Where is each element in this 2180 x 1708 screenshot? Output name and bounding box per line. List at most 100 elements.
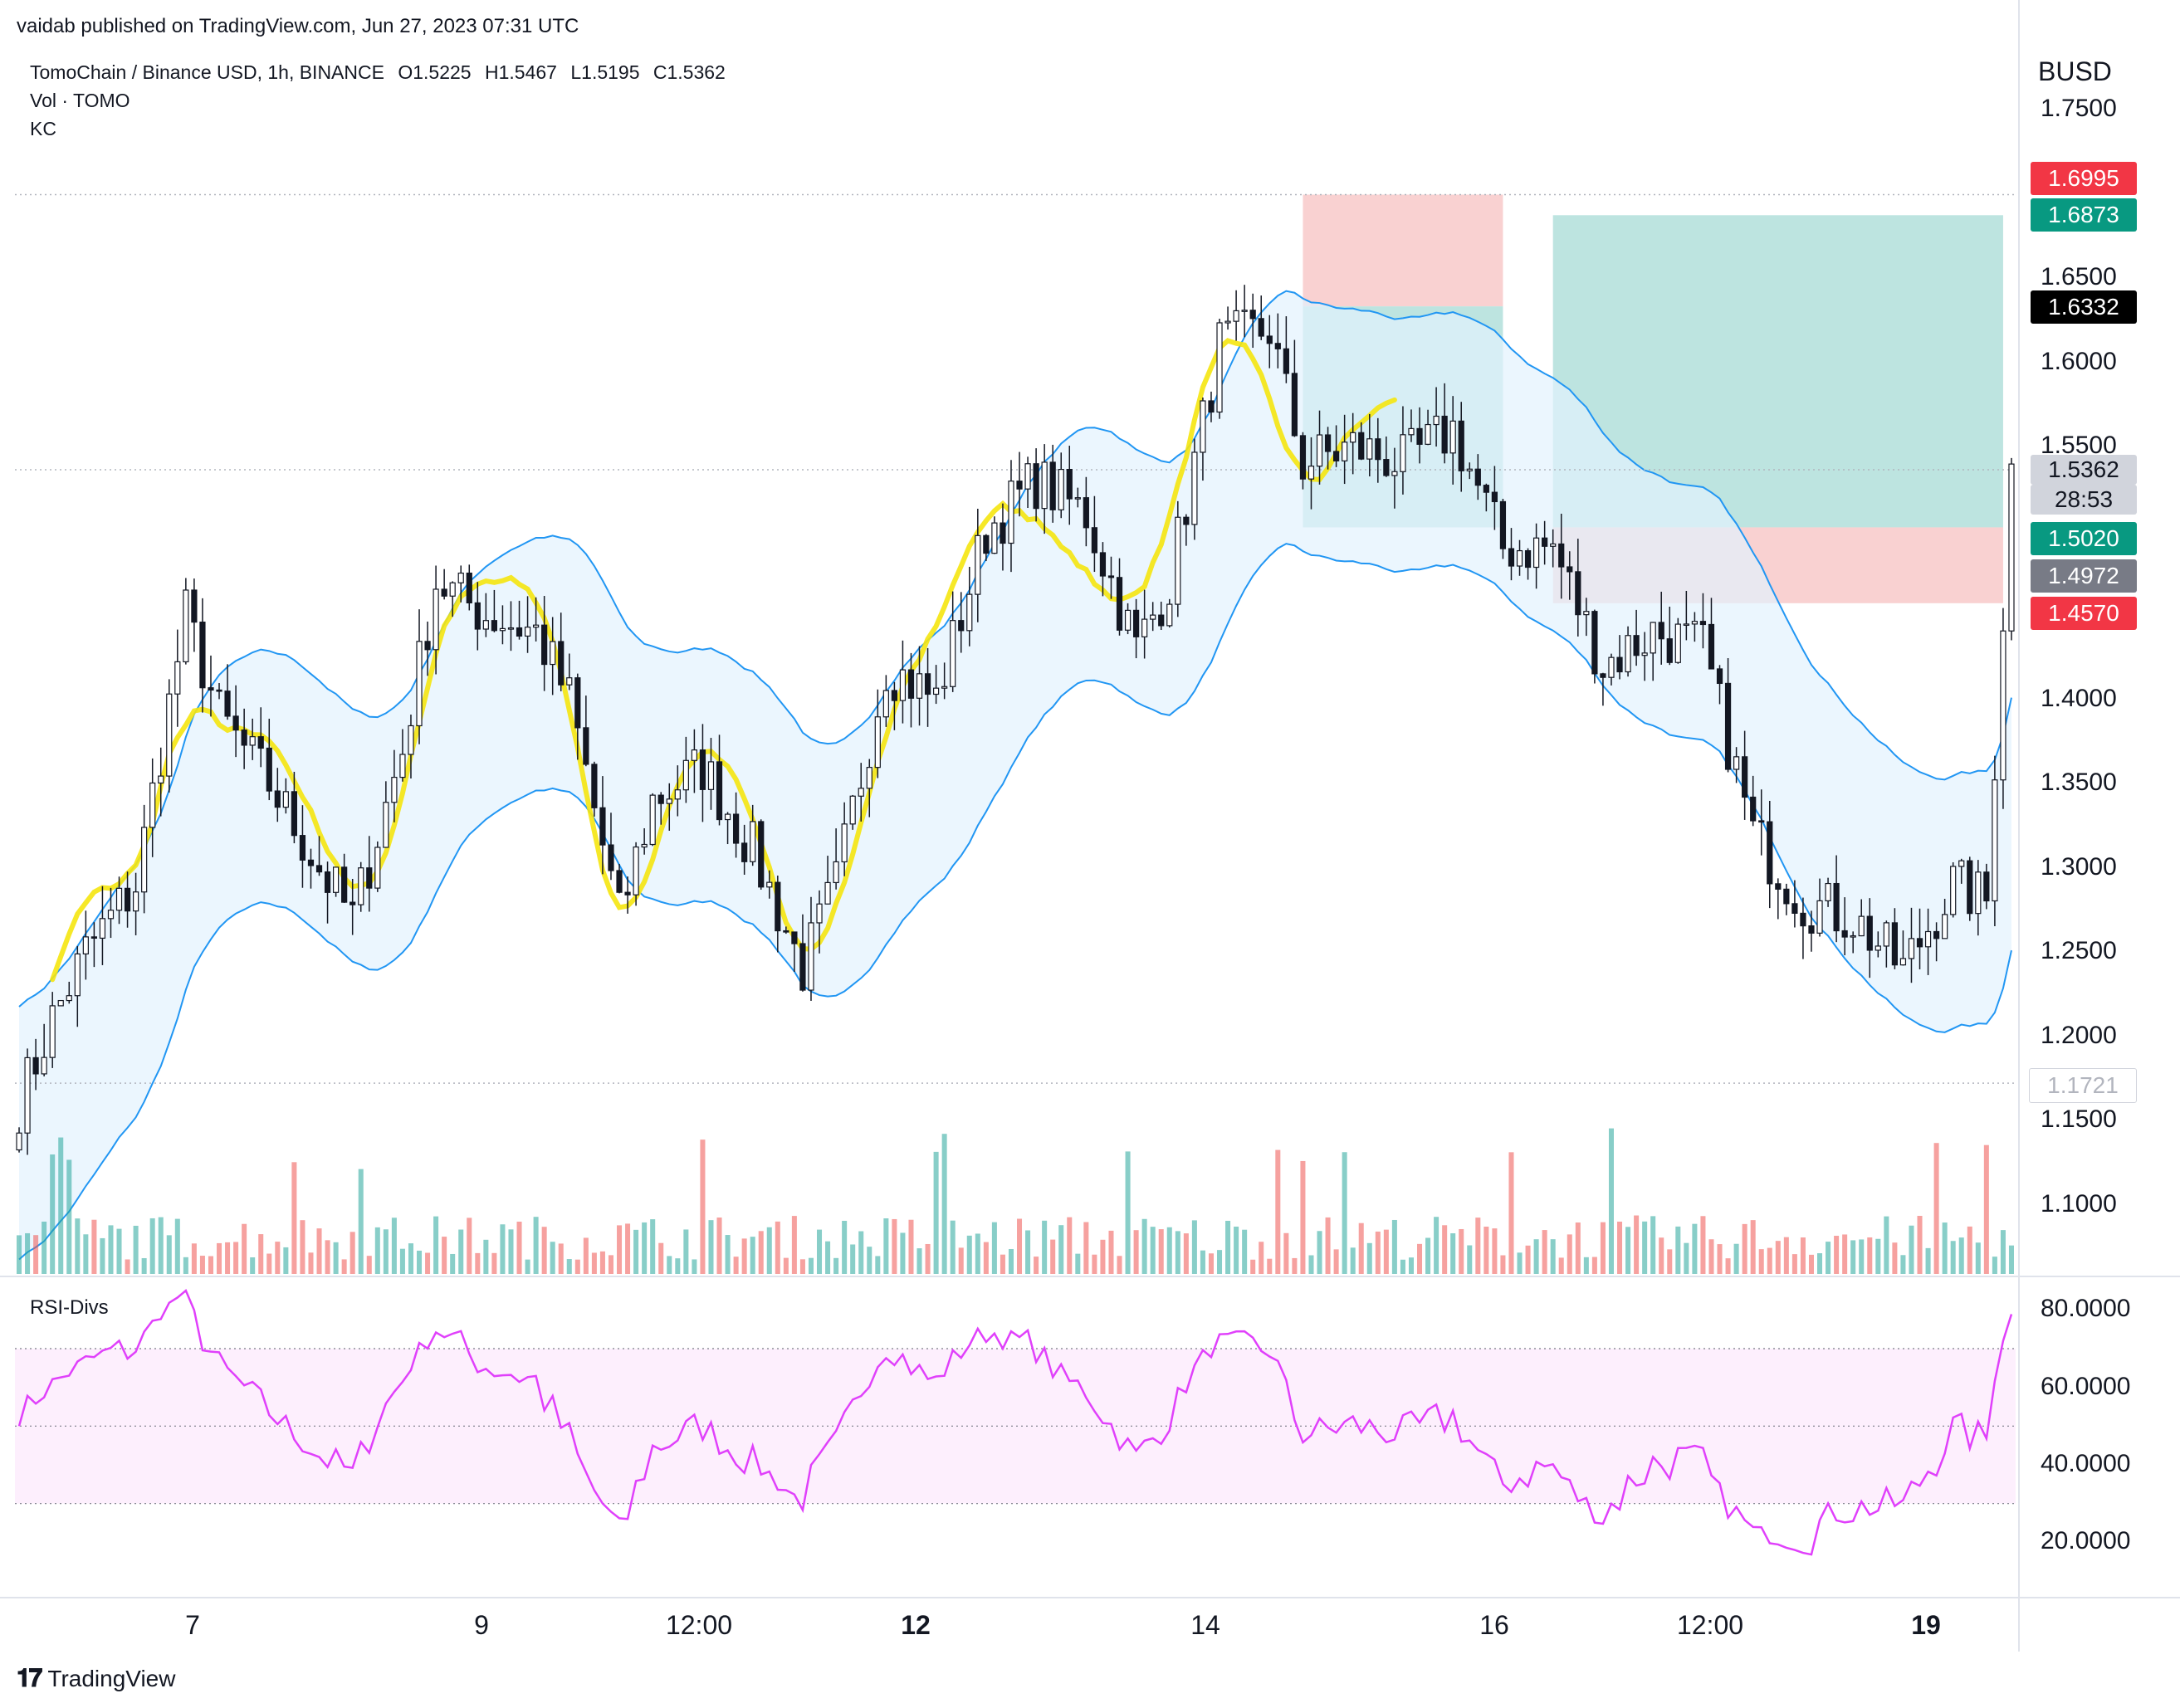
candle-body — [1000, 522, 1006, 544]
candle-body — [1666, 638, 1673, 663]
candle — [16, 1127, 22, 1153]
candle — [124, 871, 131, 928]
candle — [1400, 406, 1406, 495]
volume-bar — [1125, 1151, 1131, 1274]
volume-bar — [708, 1220, 714, 1274]
volume-bar — [1950, 1241, 1956, 1274]
candle-body — [482, 620, 489, 630]
candle-body — [224, 691, 231, 717]
volume-bar — [1267, 1258, 1273, 1274]
volume-bar — [1391, 1219, 1397, 1274]
volume-bar — [1875, 1238, 1881, 1274]
volume-bar — [1733, 1243, 1739, 1274]
candle-body — [1024, 463, 1031, 490]
volume-bar — [675, 1258, 681, 1274]
candle — [1791, 880, 1798, 928]
candle — [924, 647, 931, 727]
price-tag-marker-mid: 1.4972 — [2031, 559, 2137, 593]
candle-body — [82, 936, 89, 954]
volume-bar — [1242, 1229, 1248, 1274]
candle — [1967, 856, 1973, 921]
volume-bar — [467, 1218, 472, 1274]
candle — [1066, 446, 1073, 525]
price-axis-label: 1.6000 — [2041, 347, 2117, 375]
candle — [882, 675, 889, 727]
volume-legend[interactable]: Vol · TOMO — [30, 90, 130, 111]
footer-brand[interactable]: 𝟏𝟕 TradingView — [17, 1665, 175, 1693]
candle — [1674, 617, 1681, 664]
candle-body — [1491, 491, 1498, 503]
volume-bar — [599, 1251, 605, 1274]
candle-body — [1742, 756, 1748, 798]
candle — [1074, 487, 1081, 508]
candle-body — [1625, 635, 1631, 673]
volume-bar — [116, 1228, 122, 1274]
candle — [641, 827, 648, 855]
candle-body — [1458, 420, 1464, 471]
volume-bar — [950, 1220, 956, 1274]
volume-bar — [875, 1256, 881, 1274]
candle-body — [115, 887, 123, 911]
candle — [1241, 285, 1248, 338]
volume-bar — [1150, 1227, 1156, 1274]
volume-bar — [842, 1220, 848, 1274]
candle-body — [1658, 622, 1664, 640]
candle — [1391, 447, 1398, 509]
candle-body — [991, 522, 998, 554]
candle — [507, 601, 515, 651]
candle-body — [1516, 549, 1523, 567]
volume-bar — [817, 1229, 823, 1274]
candle-body — [641, 843, 648, 848]
candle-body — [1508, 548, 1515, 567]
candle-body — [1308, 466, 1315, 480]
candle — [724, 812, 731, 845]
candle — [1016, 451, 1023, 517]
volume-bar — [500, 1224, 506, 1274]
volume-bar — [1250, 1259, 1256, 1274]
volume-bar — [508, 1229, 514, 1274]
volume-bar — [1659, 1237, 1664, 1274]
candle-body — [1858, 915, 1865, 937]
candle-body — [74, 953, 81, 997]
candle-body — [1825, 882, 1831, 902]
candle — [541, 596, 548, 691]
candle — [1808, 910, 1815, 952]
candle-body — [16, 1132, 22, 1151]
price-axis-label: 1.4000 — [2041, 684, 2117, 712]
symbol-legend[interactable]: TomoChain / Binance USD, 1h, BINANCE O1.… — [30, 61, 726, 84]
candle-body — [882, 690, 889, 718]
rsi-panel-title[interactable]: RSI-Divs — [30, 1296, 109, 1319]
volume-bar — [1742, 1223, 1747, 1274]
currency-label: BUSD — [2038, 56, 2112, 86]
candle-body — [1841, 930, 1848, 938]
candle-body — [566, 677, 573, 686]
candle — [1908, 907, 1915, 983]
candle — [574, 673, 581, 760]
volume-bar — [1092, 1254, 1097, 1274]
time-axis-label: 19 — [1911, 1610, 1941, 1640]
candle-body — [332, 866, 340, 893]
candle — [624, 876, 631, 914]
candle — [332, 866, 340, 897]
volume-bar — [191, 1243, 197, 1274]
candle-body — [833, 861, 839, 884]
candle-body — [1383, 459, 1390, 476]
candle — [66, 981, 72, 1004]
volume-bar — [91, 1219, 97, 1274]
candle-body — [1191, 451, 1198, 525]
candle-body — [1433, 415, 1439, 426]
candle-body — [1875, 945, 1881, 951]
candle-body — [558, 641, 565, 686]
candle — [583, 695, 589, 767]
volume-bar — [1300, 1160, 1306, 1274]
volume-bar — [1100, 1239, 1106, 1274]
candle — [1708, 598, 1715, 670]
kc-legend[interactable]: KC — [30, 118, 56, 139]
candle-body — [307, 859, 315, 866]
keltner-upper-line — [18, 290, 2012, 1008]
candle-body — [1816, 900, 1823, 934]
candle — [791, 931, 798, 972]
candle-body — [775, 881, 781, 932]
candle-body — [374, 847, 381, 889]
